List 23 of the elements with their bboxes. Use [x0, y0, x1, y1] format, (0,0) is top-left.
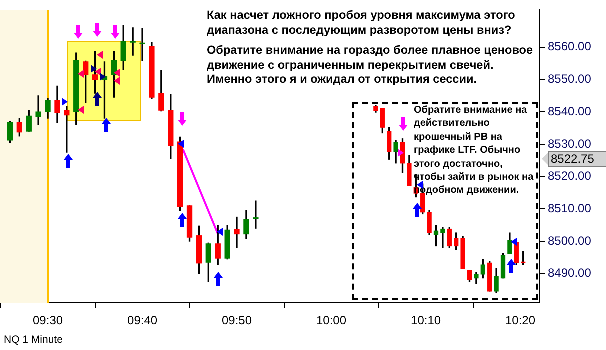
y-tick-label: 8560.00: [548, 40, 592, 54]
candlestick: [140, 28, 146, 62]
y-tick-label: 8540.00: [548, 104, 592, 118]
candlestick: [234, 216, 240, 248]
candlestick: [36, 96, 42, 126]
y-tick-label: 8550.00: [548, 72, 592, 86]
candlestick: [130, 28, 136, 56]
x-tick-label: 10:20: [505, 314, 536, 328]
x-tick-label: 09:40: [128, 314, 158, 328]
y-tick-label: 8520.00: [548, 169, 592, 184]
x-tick-label: 10:10: [411, 314, 442, 328]
y-tick-label: 8510.00: [548, 201, 592, 216]
x-tick-label: 09:30: [33, 314, 64, 328]
y-tick-label: 8490.00: [548, 266, 592, 280]
text: NQ 1 Minute: [4, 333, 63, 348]
annotation: Как насчет ложного пробоя уровня максимума этого диапазона с последующим разворотом цены вниз?: [207, 8, 516, 37]
x-tick-label: 09:50: [222, 314, 252, 328]
x-tick-label: 10:00: [316, 314, 347, 328]
candlestick: [253, 200, 259, 229]
y-tick-label: 8500.00: [548, 234, 592, 248]
y-tick-label: 8530.00: [548, 136, 592, 151]
candlestick: [440, 227, 446, 248]
annotation: Обратите внимание на гораздо более плавное ценовое движение с ограниченным перекрытием свечей. Именно этого я и ожидал от открытия сессии.: [207, 43, 534, 86]
